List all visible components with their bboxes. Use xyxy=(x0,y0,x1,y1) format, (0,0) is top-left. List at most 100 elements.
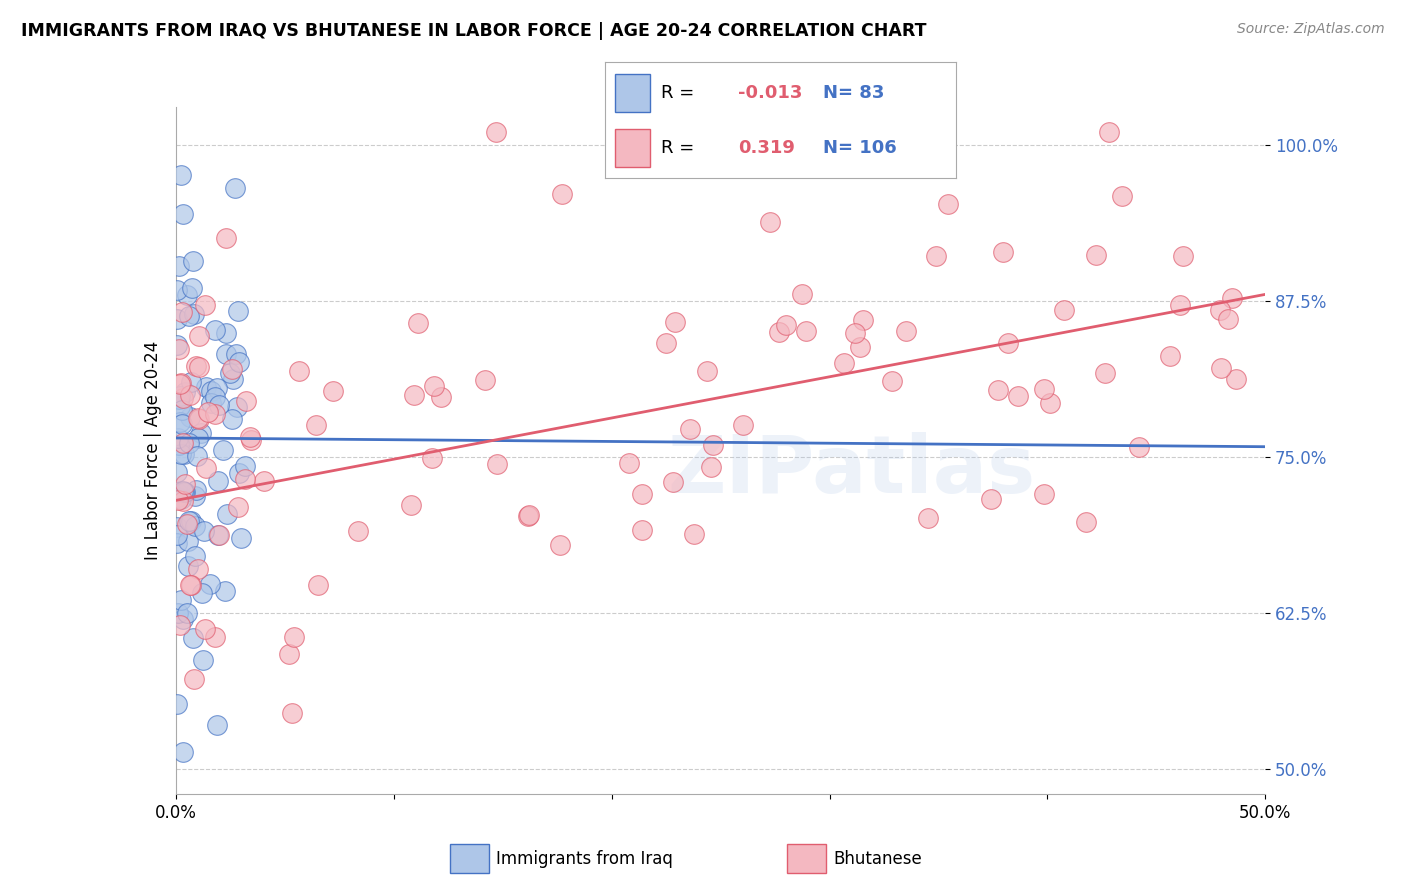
Point xyxy=(194,298,217,312)
Text: ZIPatlas: ZIPatlas xyxy=(668,432,1035,510)
Point xyxy=(191,586,214,600)
Point xyxy=(790,286,813,301)
Point xyxy=(551,187,574,202)
Point xyxy=(183,307,205,321)
Point xyxy=(173,384,195,399)
Point xyxy=(1053,303,1076,318)
Point xyxy=(172,612,194,626)
Point xyxy=(172,391,194,405)
Point xyxy=(228,355,250,369)
Point xyxy=(731,418,754,433)
Point xyxy=(170,376,193,390)
Point xyxy=(399,498,422,512)
Point xyxy=(936,196,959,211)
Point xyxy=(406,316,429,330)
Point xyxy=(176,516,198,531)
Point xyxy=(211,443,233,458)
Point xyxy=(1209,302,1232,317)
Bar xyxy=(450,844,489,873)
Point xyxy=(180,514,202,528)
Bar xyxy=(616,128,650,167)
Point xyxy=(177,436,200,450)
Point xyxy=(184,549,207,564)
Point xyxy=(1220,291,1243,305)
Point xyxy=(204,408,226,422)
Point xyxy=(169,618,191,632)
Point xyxy=(207,718,229,732)
Point xyxy=(991,244,1014,259)
Point xyxy=(225,347,247,361)
Point xyxy=(239,430,262,444)
Point xyxy=(177,534,200,549)
Point xyxy=(179,388,201,402)
Point xyxy=(519,508,541,523)
Text: Immigrants from Iraq: Immigrants from Iraq xyxy=(496,849,672,868)
Point xyxy=(228,467,250,481)
Point xyxy=(222,372,245,386)
Point xyxy=(207,381,229,395)
Text: IMMIGRANTS FROM IRAQ VS BHUTANESE IN LABOR FORCE | AGE 20-24 CORRELATION CHART: IMMIGRANTS FROM IRAQ VS BHUTANESE IN LAB… xyxy=(21,22,927,40)
Point xyxy=(188,412,211,426)
Point xyxy=(167,492,190,507)
Point xyxy=(225,401,247,415)
Point xyxy=(215,326,238,340)
Point xyxy=(195,380,218,394)
Point xyxy=(166,520,188,534)
Point xyxy=(768,325,790,339)
Point xyxy=(172,746,194,760)
Point xyxy=(1111,189,1133,203)
Point xyxy=(187,431,209,445)
Point xyxy=(166,312,188,326)
Point xyxy=(170,593,193,607)
Point xyxy=(980,491,1002,506)
Point xyxy=(281,706,304,721)
Point xyxy=(197,405,219,419)
Point xyxy=(226,500,249,514)
Point xyxy=(187,410,209,425)
Point xyxy=(167,490,190,504)
Point xyxy=(169,377,191,392)
Point xyxy=(702,438,724,452)
Point xyxy=(1209,360,1232,375)
Point xyxy=(198,577,221,591)
Point xyxy=(224,181,246,195)
Point xyxy=(181,254,204,268)
Point xyxy=(186,449,208,463)
Text: N= 106: N= 106 xyxy=(823,138,896,157)
Point xyxy=(176,288,198,302)
Point xyxy=(683,527,706,541)
Text: R =: R = xyxy=(661,84,700,103)
Text: Source: ZipAtlas.com: Source: ZipAtlas.com xyxy=(1237,22,1385,37)
Point xyxy=(834,356,856,370)
Point xyxy=(235,393,257,408)
Point xyxy=(550,538,572,552)
Point xyxy=(173,476,195,491)
Point xyxy=(1032,382,1054,396)
Point xyxy=(166,697,188,711)
Point xyxy=(1038,395,1060,409)
Point xyxy=(166,536,188,550)
Point xyxy=(894,324,917,338)
Text: N= 83: N= 83 xyxy=(823,84,884,103)
Point xyxy=(775,318,797,332)
Point xyxy=(221,362,243,376)
Point xyxy=(169,438,191,452)
Text: 0.319: 0.319 xyxy=(738,138,794,157)
Point xyxy=(167,606,190,620)
Point xyxy=(204,390,226,404)
Point xyxy=(167,431,190,445)
Point xyxy=(204,630,226,644)
Point xyxy=(170,447,193,461)
Point xyxy=(307,578,329,592)
Point xyxy=(215,347,238,361)
Point xyxy=(997,336,1019,351)
Bar xyxy=(787,844,827,873)
Point xyxy=(305,418,328,433)
Point xyxy=(176,606,198,620)
Point xyxy=(187,562,209,576)
Point xyxy=(177,514,200,528)
Point xyxy=(759,215,782,229)
Point xyxy=(190,425,212,440)
Point xyxy=(184,518,207,533)
Point xyxy=(187,328,209,343)
